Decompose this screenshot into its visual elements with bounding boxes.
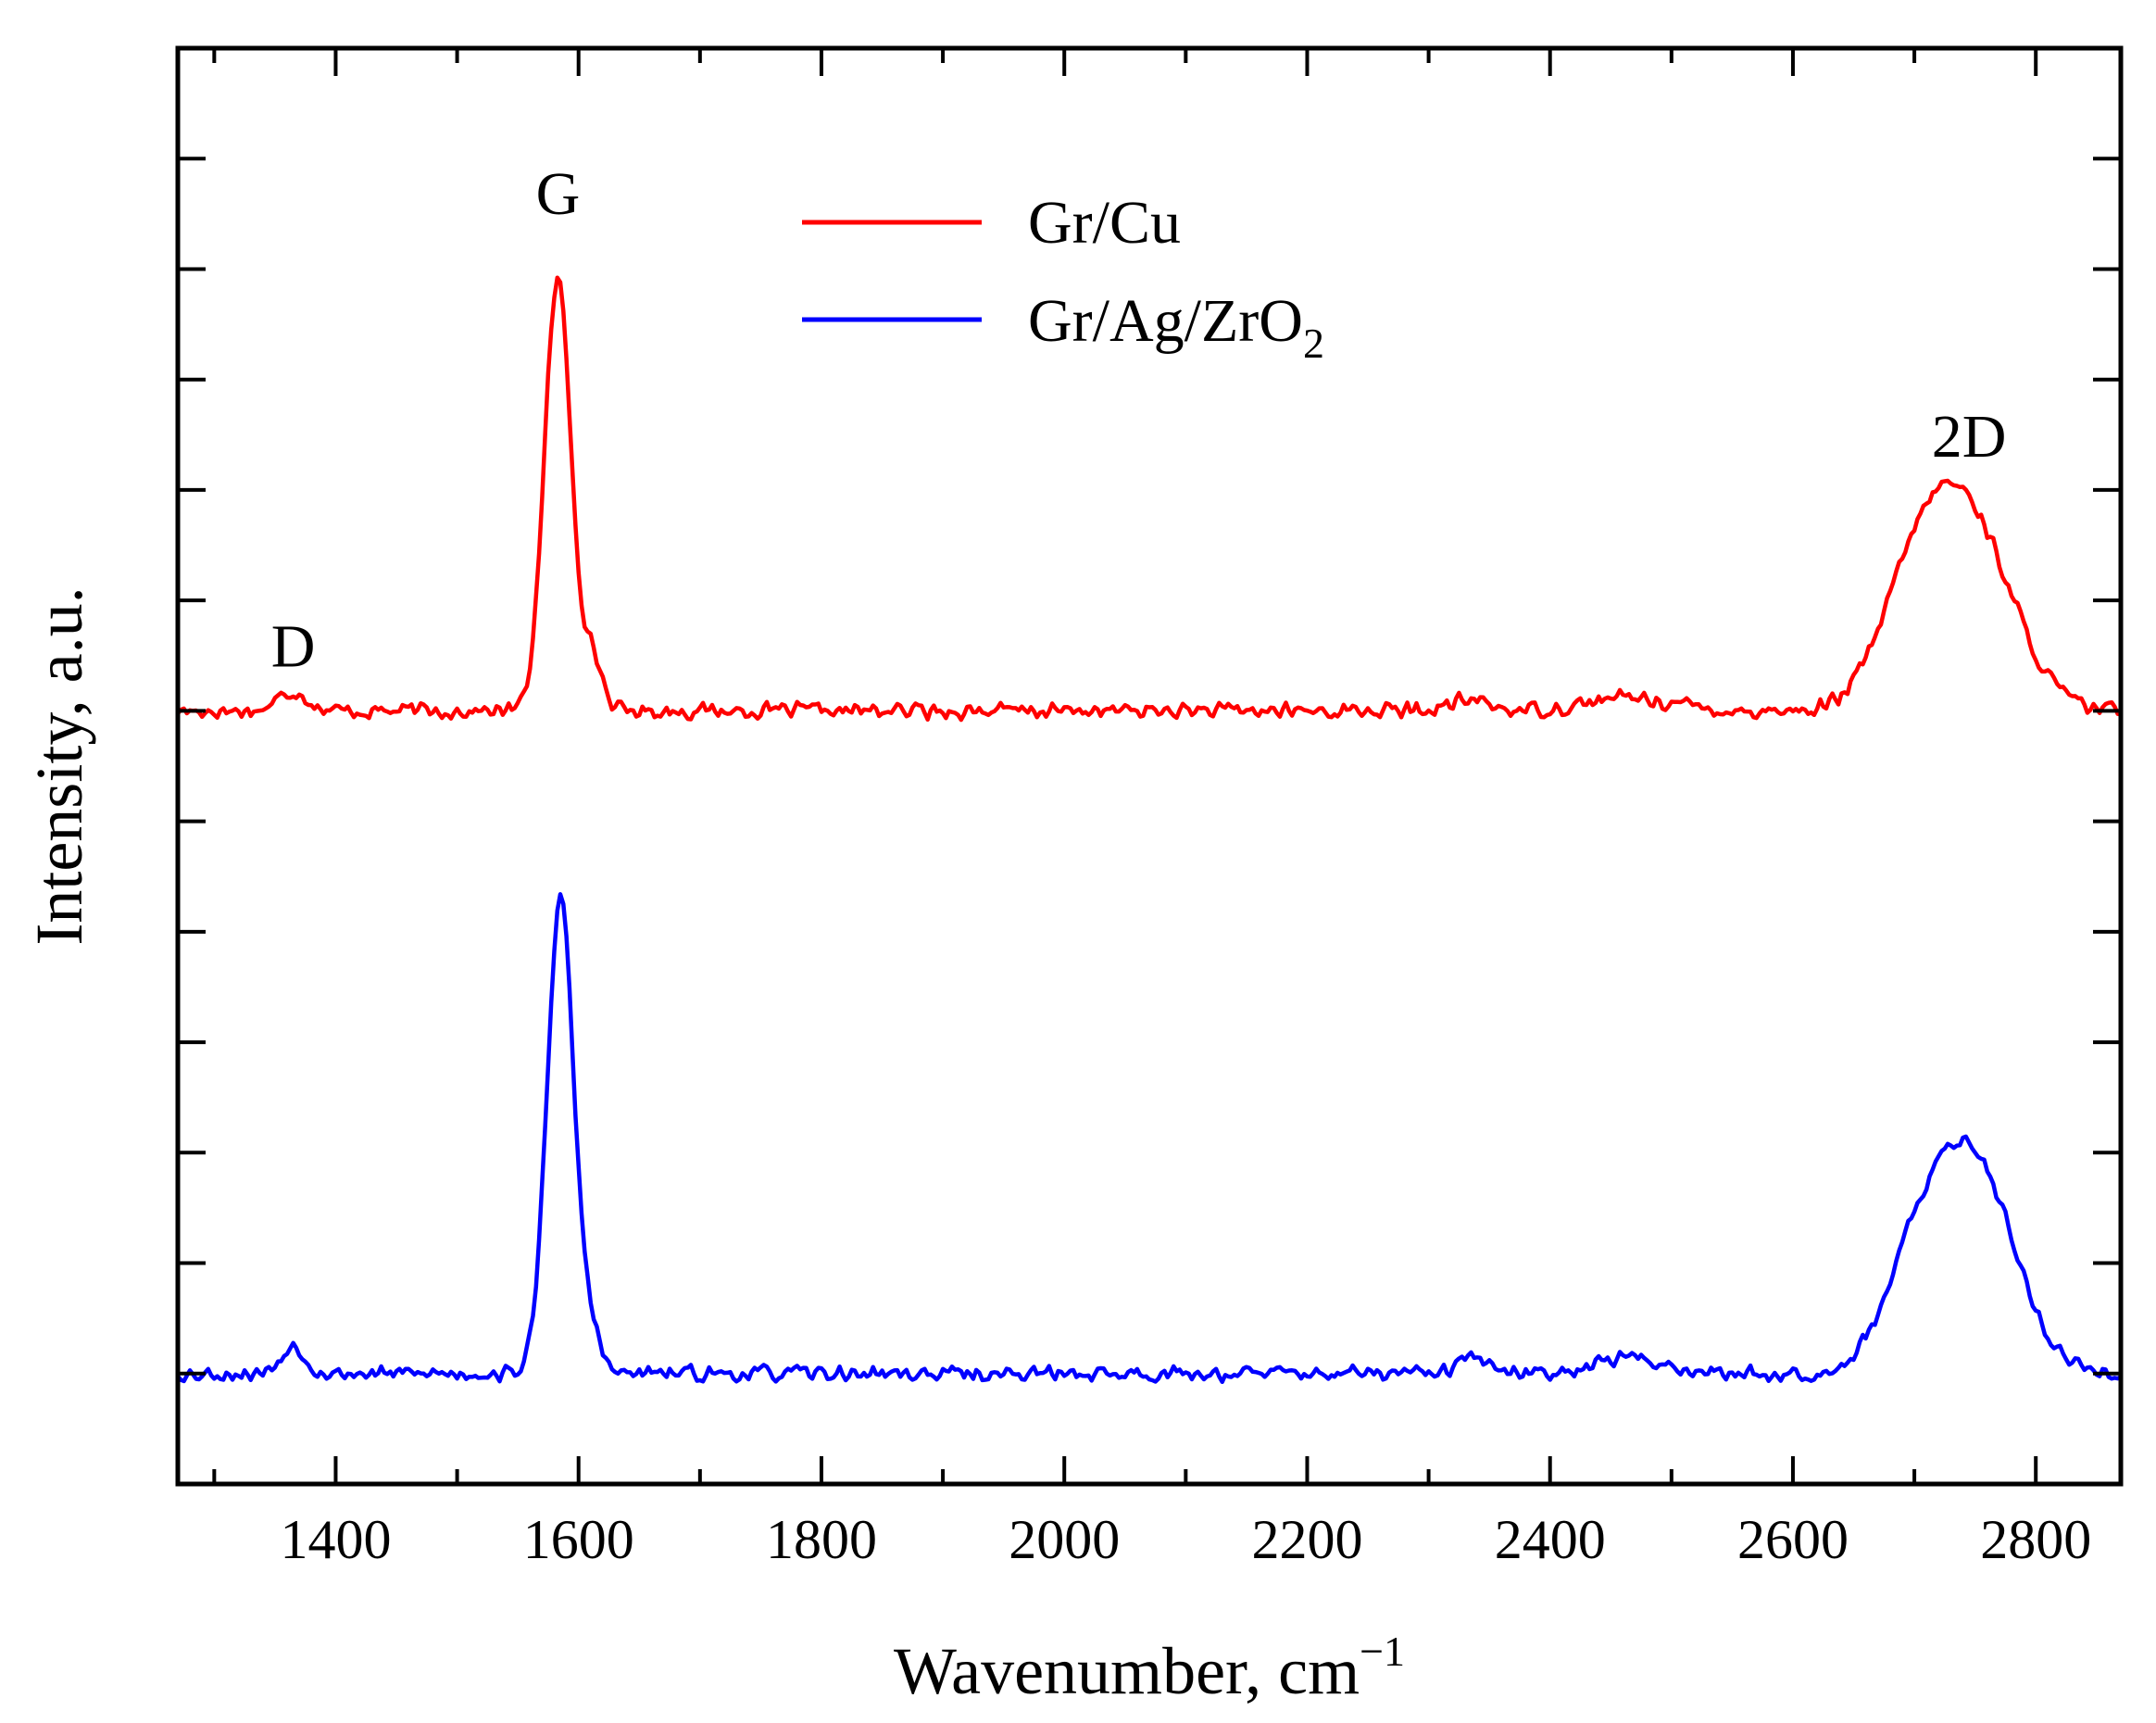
plot-frame [175,45,2124,1487]
x-tick-label: 2000 [1009,1509,1120,1570]
peak-label-g: G [536,160,581,228]
series-line-0 [176,275,2122,723]
tick-layer: 1400 1600 1800 2000 2200 2400 2600 2800 [178,48,2121,1570]
x-axis-title-superscript: −1 [1360,1628,1405,1675]
legend-label-gr-ag-zro-main: Gr/Ag/ZrO [1028,287,1303,355]
x-tick-label: 2400 [1495,1509,1606,1570]
y-axis-title: Intensity, a.u. [22,586,96,945]
annotation-layer: D G 2D [271,160,2007,681]
x-tick-label: 1800 [766,1509,877,1570]
x-tick-label: 2600 [1737,1509,1849,1570]
peak-label-d: D [271,613,316,681]
series-line-1 [176,892,2123,1385]
legend-label-subscript: 2 [1303,320,1324,367]
peak-label-2d: 2D [1932,403,2007,471]
legend-label-gr-cu: Gr/Cu [1028,189,1181,257]
x-tick-label: 2200 [1251,1509,1362,1570]
x-tick-label: 1400 [280,1509,391,1570]
legend-label-gr-ag-zro2: Gr/Ag/ZrO2 [1028,287,1324,367]
series-layer [176,275,2123,1385]
x-tick-label: 2800 [1980,1509,2091,1570]
x-axis-title: Wavenumber, cm−1 [894,1628,1405,1708]
legend: Gr/Cu Gr/Ag/ZrO2 [802,189,1324,367]
x-axis-title-main: Wavenumber, cm [894,1634,1360,1708]
x-tick-label: 1600 [523,1509,634,1570]
